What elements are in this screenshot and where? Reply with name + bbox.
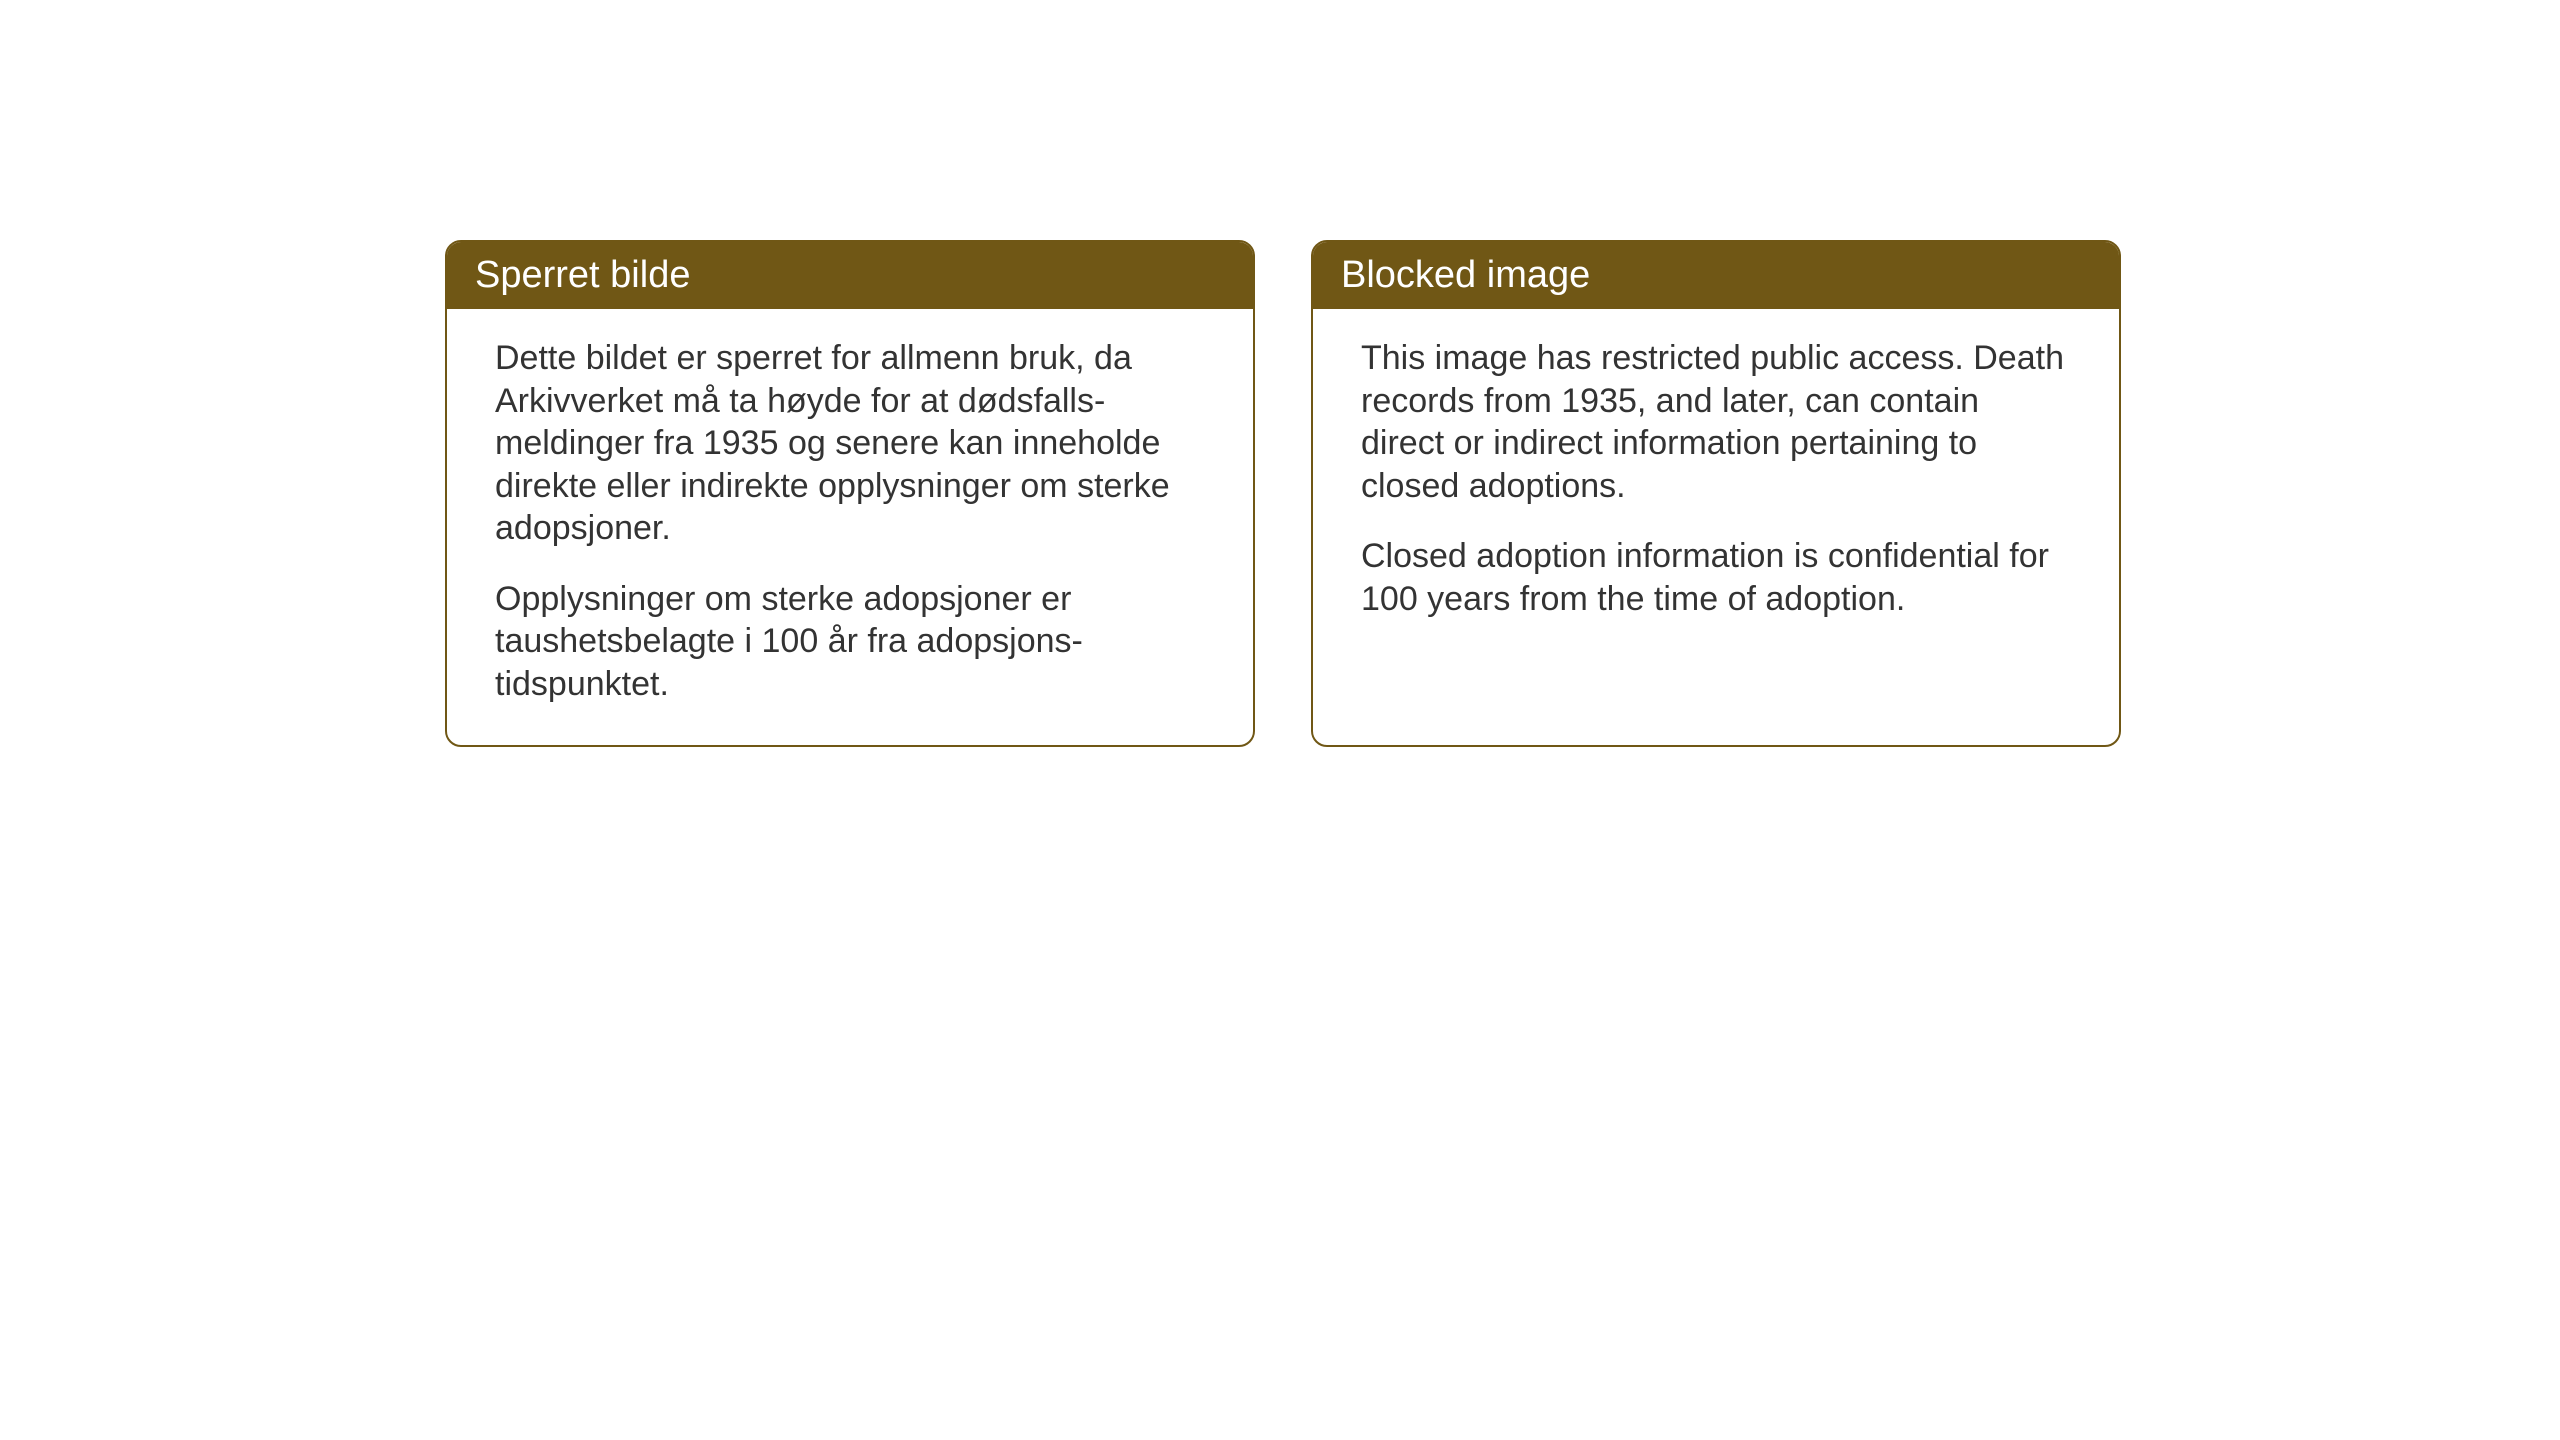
english-card-body: This image has restricted public access.… [1313,309,2119,660]
english-paragraph-1: This image has restricted public access.… [1361,337,2071,507]
english-paragraph-2: Closed adoption information is confident… [1361,535,2071,620]
english-title: Blocked image [1341,254,1590,296]
notice-container: Sperret bilde Dette bildet er sperret fo… [445,240,2121,747]
norwegian-title: Sperret bilde [475,254,690,296]
norwegian-paragraph-1: Dette bildet er sperret for allmenn bruk… [495,337,1205,550]
norwegian-card-body: Dette bildet er sperret for allmenn bruk… [447,309,1253,745]
norwegian-notice-card: Sperret bilde Dette bildet er sperret fo… [445,240,1255,747]
norwegian-card-header: Sperret bilde [447,242,1253,309]
english-notice-card: Blocked image This image has restricted … [1311,240,2121,747]
english-card-header: Blocked image [1313,242,2119,309]
norwegian-paragraph-2: Opplysninger om sterke adopsjoner er tau… [495,578,1205,706]
